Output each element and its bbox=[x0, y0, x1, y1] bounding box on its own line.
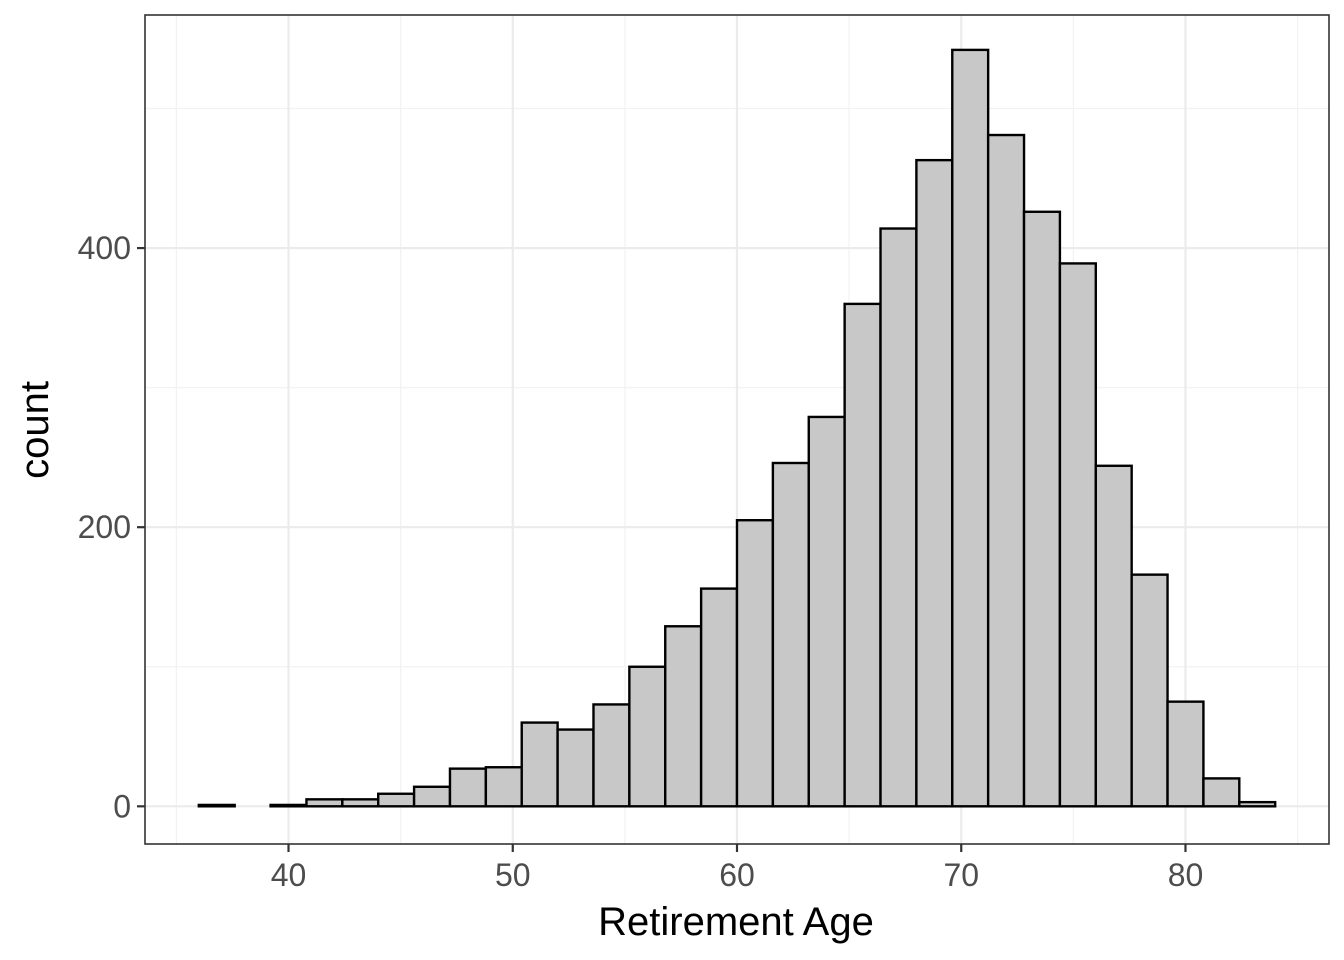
histogram-bar-19 bbox=[843, 302, 882, 808]
y-axis-ticks: 0 200 400 bbox=[78, 230, 145, 824]
x-tick-label: 70 bbox=[943, 857, 979, 893]
histogram-bar-7 bbox=[412, 785, 452, 808]
histogram-bar-28 bbox=[1166, 700, 1205, 808]
histogram-bar-10 bbox=[520, 721, 559, 808]
y-axis-title: count bbox=[13, 381, 57, 479]
histogram-bar-26 bbox=[1094, 464, 1133, 808]
histogram-bar-1 bbox=[197, 803, 236, 808]
x-tick-label: 60 bbox=[719, 857, 755, 893]
histogram-bar-3 bbox=[269, 803, 308, 808]
x-tick-label: 80 bbox=[1168, 857, 1204, 893]
histogram-bar-14 bbox=[664, 625, 703, 808]
histogram-bar-17 bbox=[771, 461, 810, 808]
histogram-bar-11 bbox=[556, 728, 595, 808]
histogram-bar-13 bbox=[628, 665, 667, 808]
histogram-bar-20 bbox=[879, 227, 918, 808]
histogram-bar-4 bbox=[305, 798, 344, 808]
x-tick-label: 40 bbox=[271, 857, 307, 893]
histogram-bar-16 bbox=[735, 519, 775, 808]
histogram-bar-8 bbox=[448, 767, 488, 808]
histogram-bar-15 bbox=[699, 587, 739, 808]
histogram-bar-27 bbox=[1130, 573, 1169, 808]
histogram-bar-12 bbox=[592, 703, 631, 808]
histogram-bars bbox=[197, 48, 1277, 808]
y-tick-label: 400 bbox=[78, 230, 131, 266]
histogram-bar-29 bbox=[1202, 777, 1241, 808]
histogram-bar-30 bbox=[1238, 800, 1277, 808]
histogram-bar-25 bbox=[1058, 262, 1097, 808]
histogram-bar-5 bbox=[341, 798, 380, 808]
histogram-bar-9 bbox=[484, 766, 523, 808]
histogram-bar-23 bbox=[986, 133, 1026, 808]
histogram-bar-6 bbox=[377, 792, 416, 808]
histogram-bar-18 bbox=[807, 415, 846, 808]
x-axis-title: Retirement Age bbox=[598, 900, 874, 944]
histogram-bar-24 bbox=[1022, 210, 1062, 808]
histogram-bar-22 bbox=[951, 48, 990, 808]
y-tick-label: 0 bbox=[113, 788, 131, 824]
y-tick-label: 200 bbox=[78, 509, 131, 545]
x-axis-ticks: 40 50 60 70 80 bbox=[271, 844, 1204, 893]
histogram-bar-21 bbox=[915, 158, 954, 808]
x-tick-label: 50 bbox=[495, 857, 531, 893]
